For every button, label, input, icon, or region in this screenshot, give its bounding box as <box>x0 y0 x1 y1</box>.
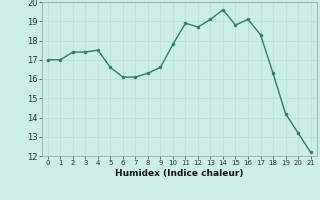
X-axis label: Humidex (Indice chaleur): Humidex (Indice chaleur) <box>115 169 244 178</box>
